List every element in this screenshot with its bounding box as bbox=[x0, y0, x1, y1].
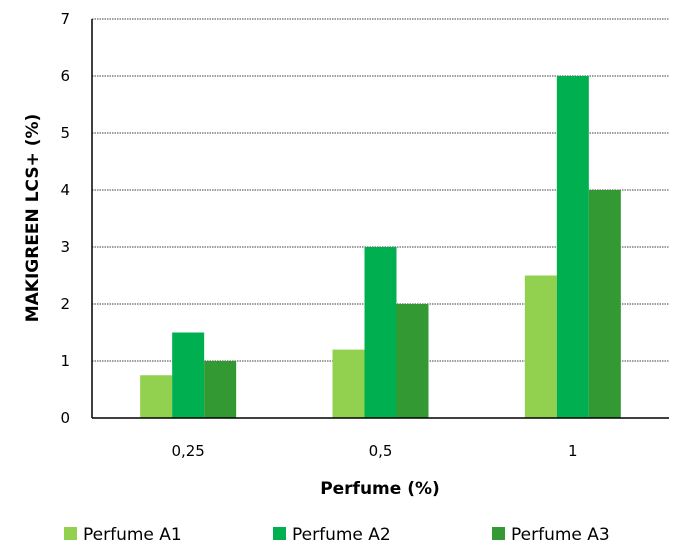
bar-perfume-a1 bbox=[524, 275, 557, 418]
y-tick-label: 2 bbox=[60, 295, 70, 313]
y-tick-label: 3 bbox=[60, 238, 70, 256]
x-tick-label: 0,25 bbox=[171, 442, 204, 460]
y-tick-labels: 0 1 2 3 4 5 6 7 bbox=[60, 10, 70, 427]
y-tick-label: 6 bbox=[60, 67, 70, 85]
legend-label: Perfume A1 bbox=[83, 525, 182, 545]
legend: Perfume A1 Perfume A2 Perfume A3 bbox=[64, 525, 610, 545]
y-tick-label: 1 bbox=[60, 352, 70, 370]
y-tick-label: 4 bbox=[60, 181, 70, 199]
bar-perfume-a3 bbox=[396, 304, 429, 418]
bars bbox=[140, 76, 621, 418]
axes bbox=[91, 19, 669, 419]
x-tick-label: 0,5 bbox=[369, 442, 393, 460]
legend-swatch bbox=[492, 527, 505, 540]
bar-perfume-a1 bbox=[140, 375, 173, 418]
x-tick-labels: 0,25 0,5 1 bbox=[171, 442, 577, 460]
y-tick-label: 0 bbox=[60, 409, 70, 427]
bar-perfume-a2 bbox=[364, 247, 397, 418]
y-axis-title: MAKIGREEN LCS+ (%) bbox=[23, 114, 43, 323]
bar-perfume-a2 bbox=[556, 76, 589, 418]
legend-swatch bbox=[273, 527, 286, 540]
bar-perfume-a3 bbox=[204, 361, 237, 418]
bar-perfume-a3 bbox=[588, 190, 621, 418]
y-tick-label: 5 bbox=[60, 124, 70, 142]
bar-perfume-a2 bbox=[172, 332, 205, 418]
x-tick-label: 1 bbox=[568, 442, 578, 460]
x-axis-title: Perfume (%) bbox=[320, 479, 440, 499]
y-tick-label: 7 bbox=[60, 10, 70, 28]
legend-swatch bbox=[64, 527, 77, 540]
legend-label: Perfume A3 bbox=[511, 525, 610, 545]
legend-label: Perfume A2 bbox=[292, 525, 391, 545]
bar-perfume-a1 bbox=[332, 349, 365, 418]
